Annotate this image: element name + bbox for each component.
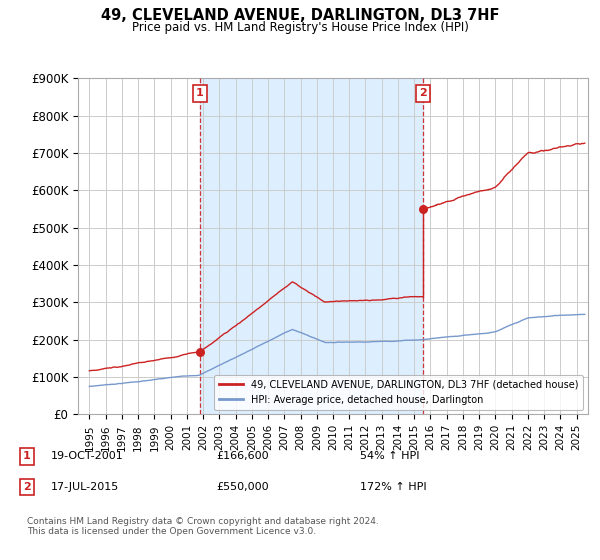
Text: 2: 2: [23, 482, 31, 492]
Legend: 49, CLEVELAND AVENUE, DARLINGTON, DL3 7HF (detached house), HPI: Average price, : 49, CLEVELAND AVENUE, DARLINGTON, DL3 7H…: [214, 375, 583, 409]
Text: 172% ↑ HPI: 172% ↑ HPI: [360, 482, 427, 492]
Text: £550,000: £550,000: [216, 482, 269, 492]
Point: [195, 348, 205, 357]
Text: 49, CLEVELAND AVENUE, DARLINGTON, DL3 7HF: 49, CLEVELAND AVENUE, DARLINGTON, DL3 7H…: [101, 8, 499, 24]
Text: 54% ↑ HPI: 54% ↑ HPI: [360, 451, 419, 461]
Text: £166,600: £166,600: [216, 451, 269, 461]
Point: [418, 204, 428, 213]
Text: Price paid vs. HM Land Registry's House Price Index (HPI): Price paid vs. HM Land Registry's House …: [131, 21, 469, 34]
Text: 1: 1: [196, 88, 203, 99]
Text: 2: 2: [419, 88, 427, 99]
Text: 1: 1: [23, 451, 31, 461]
Bar: [200, 78, 423, 414]
Text: 19-OCT-2001: 19-OCT-2001: [51, 451, 124, 461]
Text: Contains HM Land Registry data © Crown copyright and database right 2024.
This d: Contains HM Land Registry data © Crown c…: [27, 517, 379, 536]
Text: 17-JUL-2015: 17-JUL-2015: [51, 482, 119, 492]
